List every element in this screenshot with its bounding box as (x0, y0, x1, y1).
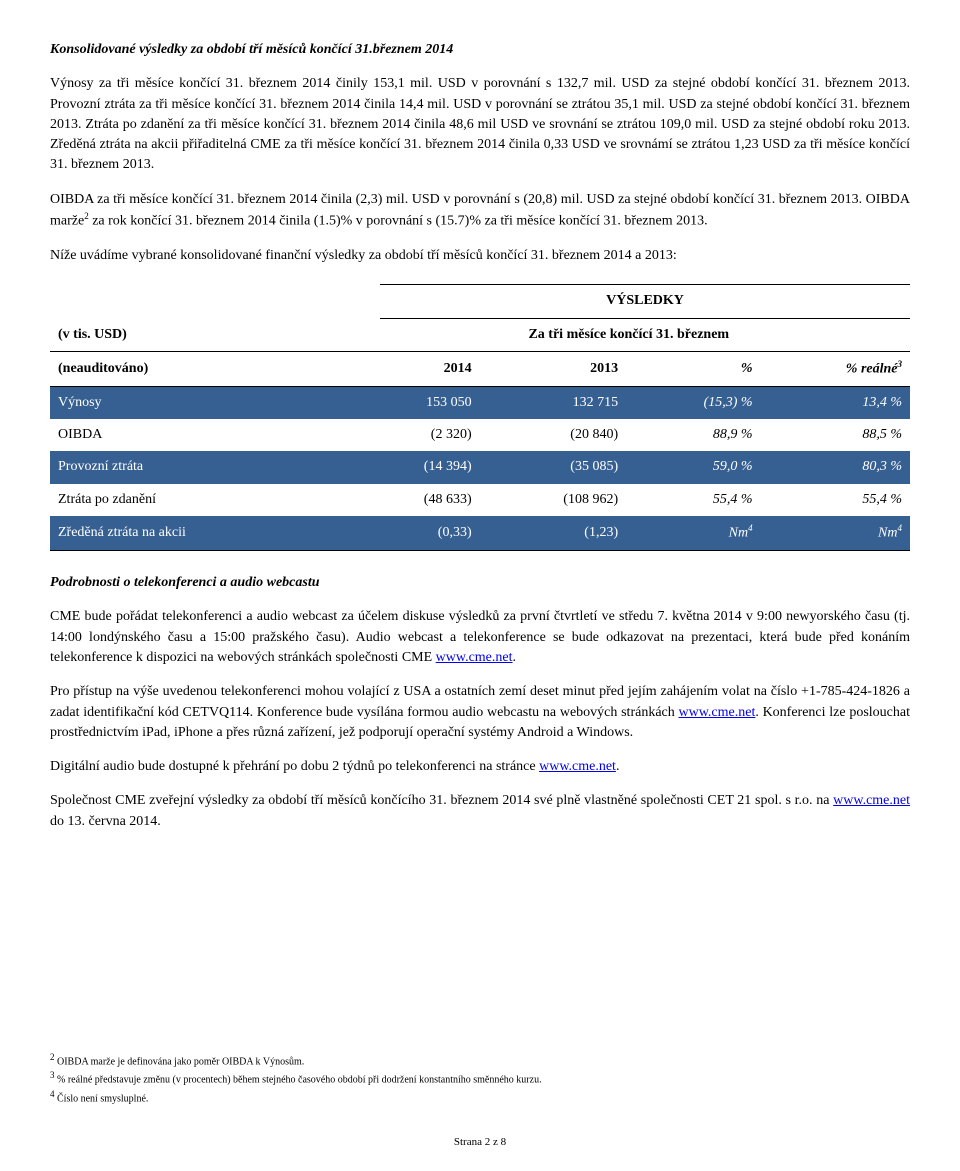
cell-real: 80,3 % (761, 451, 910, 483)
link-cme-2[interactable]: www.cme.net (678, 705, 755, 720)
table-row: OIBDA(2 320)(20 840)88,9 %88,5 % (50, 419, 910, 451)
paragraph-dialin: Pro přístup na výše uvedenou telekonfere… (50, 682, 910, 743)
cell-2013: (35 085) (480, 451, 627, 483)
text-replay-pre: Digitální audio bude dostupné k přehrání… (50, 759, 539, 774)
link-cme-3[interactable]: www.cme.net (539, 759, 616, 774)
link-cme-4[interactable]: www.cme.net (833, 793, 910, 808)
footnote-2: 2 OIBDA marže je definována jako poměr O… (50, 1052, 910, 1068)
footnote-ref-3: 3 (898, 359, 903, 369)
paragraph-cet21: Společnost CME zveřejní výsledky za obdo… (50, 791, 910, 832)
cell-2013: 132 715 (480, 386, 627, 419)
footnote-4: 4 Číslo není smysluplné. (50, 1089, 910, 1105)
results-table: (v tis. USD) Za tři měsíce končící 31. b… (50, 319, 910, 551)
footnotes: 2 OIBDA marže je definována jako poměr O… (50, 1052, 910, 1105)
cell-2014: (2 320) (348, 419, 480, 451)
paragraph-oibda: OIBDA za tři měsíce končící 31. březnem … (50, 190, 910, 232)
cell-units: (v tis. USD) (50, 319, 348, 352)
paragraph-table-intro: Níže uvádíme vybrané konsolidované finan… (50, 246, 910, 266)
cell-label: Provozní ztráta (50, 451, 348, 483)
cell-pct: 88,9 % (626, 419, 760, 451)
cell-pct: 59,0 % (626, 451, 760, 483)
cell-2014: 153 050 (348, 386, 480, 419)
cell-real: 55,4 % (761, 484, 910, 516)
cell-label: Zředěná ztráta na akcii (50, 516, 348, 550)
cell-period: Za tři měsíce končící 31. březnem (348, 319, 910, 352)
page-title: Konsolidované výsledky za období tří měs… (50, 40, 910, 60)
cell-2014: (48 633) (348, 484, 480, 516)
cell-label: OIBDA (50, 419, 348, 451)
paragraph-results-summary: Výnosy za tři měsíce končící 31. březnem… (50, 74, 910, 175)
cell-pct: 55,4 % (626, 484, 760, 516)
cell-2013: (1,23) (480, 516, 627, 550)
cell-2014: (14 394) (348, 451, 480, 483)
link-cme-1[interactable]: www.cme.net (436, 650, 513, 665)
cell-neaudit: (neauditováno) (50, 351, 348, 386)
cell-real: Nm4 (761, 516, 910, 550)
page-footer: Strana 2 z 8 (50, 1135, 910, 1151)
text-cet21-post: do 13. června 2014. (50, 814, 161, 829)
cell-real: 88,5 % (761, 419, 910, 451)
results-heading: VÝSLEDKY (380, 284, 910, 318)
col-2014: 2014 (348, 351, 480, 386)
col-2013: 2013 (480, 351, 627, 386)
cell-label: Ztráta po zdanění (50, 484, 348, 516)
col-real: % reálné3 (761, 351, 910, 386)
cell-pct: Nm4 (626, 516, 760, 550)
cell-real: 13,4 % (761, 386, 910, 419)
footnote-3: 3 % reálné představuje změnu (v procente… (50, 1070, 910, 1086)
table-column-header-row: (neauditováno) 2014 2013 % % reálné3 (50, 351, 910, 386)
paragraph-replay: Digitální audio bude dostupné k přehrání… (50, 757, 910, 777)
results-table-container: VÝSLEDKY (v tis. USD) Za tři měsíce konč… (50, 284, 910, 551)
table-subheader-row: (v tis. USD) Za tři měsíce končící 31. b… (50, 319, 910, 352)
text-cet21-pre: Společnost CME zveřejní výsledky za obdo… (50, 793, 833, 808)
cell-pct: (15,3) % (626, 386, 760, 419)
table-row: Provozní ztráta(14 394)(35 085)59,0 %80,… (50, 451, 910, 483)
col-pct: % (626, 351, 760, 386)
section-teleconference-title: Podrobnosti o telekonferenci a audio web… (50, 573, 910, 593)
cell-2013: (20 840) (480, 419, 627, 451)
table-row: Výnosy153 050132 715(15,3) %13,4 % (50, 386, 910, 419)
table-row: Ztráta po zdanění(48 633)(108 962)55,4 %… (50, 484, 910, 516)
text-oibda-post: za rok končící 31. březnem 2014 činila (… (89, 214, 708, 229)
cell-2014: (0,33) (348, 516, 480, 550)
paragraph-webcast: CME bude pořádat telekonferenci a audio … (50, 607, 910, 668)
table-row: Zředěná ztráta na akcii(0,33)(1,23)Nm4Nm… (50, 516, 910, 550)
cell-2013: (108 962) (480, 484, 627, 516)
cell-label: Výnosy (50, 386, 348, 419)
